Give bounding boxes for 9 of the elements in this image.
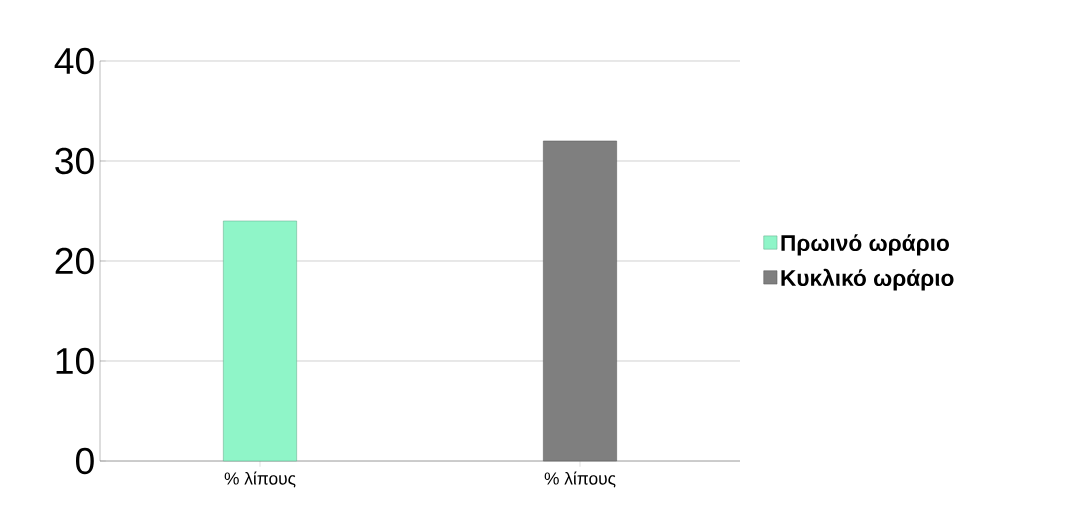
y-tick-label: 0 [75,447,94,475]
y-tick-label: 20 [55,247,94,275]
legend-label: Πρωινό ωράριο [781,234,949,256]
legend-label: Κυκλικό ωράριο [781,268,954,291]
y-tick-label: 10 [56,347,94,375]
y-tick-label: 30 [55,147,94,175]
x-tick-label: % λίπους [544,471,616,488]
y-tick-label: 40 [54,47,94,75]
x-tick-label: % λίπους [224,471,296,488]
